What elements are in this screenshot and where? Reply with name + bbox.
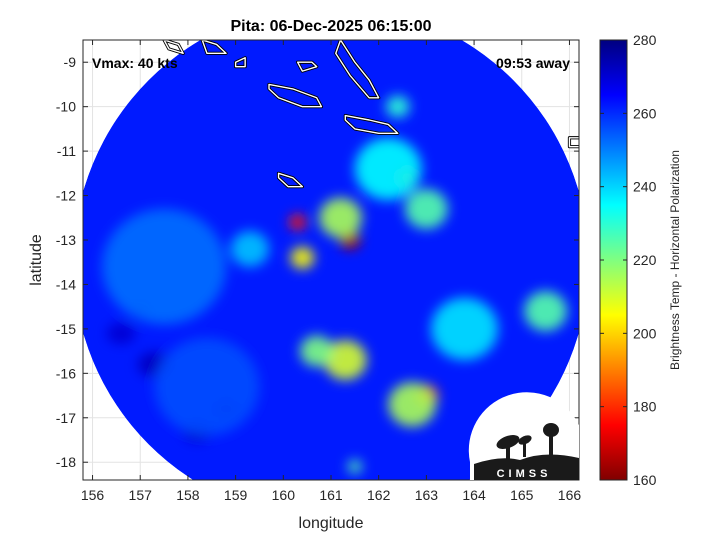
coastline-island-d	[296, 61, 318, 72]
convection-cell	[524, 291, 568, 332]
coastline-island-a	[335, 40, 380, 99]
axis-ticks: 156 157 158 159 160 161 162 163 164 165 166 -9 -10 -1…	[56, 40, 582, 503]
x-tick-label: 164	[462, 487, 486, 503]
convection-cell	[385, 95, 410, 118]
swath-image	[83, 40, 579, 480]
y-tick-label: -18	[56, 454, 76, 470]
time-away-annotation: 09:53 away	[496, 55, 570, 71]
coastline-island-h	[163, 40, 184, 55]
colorbar-tick-label: 220	[633, 252, 657, 268]
colorbar-tick-label: 180	[633, 399, 657, 415]
coastline-island-c	[344, 114, 399, 135]
x-tick-label: 162	[367, 487, 391, 503]
convection-cell	[404, 188, 448, 229]
cold-region	[106, 322, 136, 345]
x-axis-label: longitude	[299, 515, 364, 532]
y-tick-label: -15	[56, 321, 76, 337]
coastline-island-i	[201, 40, 227, 55]
y-tick-label: -9	[64, 54, 77, 70]
y-tick-label: -12	[56, 188, 76, 204]
colorbar-scale	[599, 39, 628, 481]
x-tick-label: 163	[415, 487, 439, 503]
convection-cell	[230, 231, 269, 267]
convection-cell	[319, 197, 362, 238]
convection-cell	[347, 460, 362, 474]
colorbar-tick-label: 280	[633, 32, 657, 48]
coastline-island-e	[234, 57, 246, 68]
convection-cell	[388, 382, 436, 427]
x-tick-label: 158	[176, 487, 200, 503]
y-tick-label: -10	[56, 99, 76, 115]
plot-area: 156 157 158 159 160 161 162 163 164 165 166 -9 -10 -1…	[56, 39, 582, 503]
coastlines	[162, 40, 579, 189]
convection-cell	[289, 214, 307, 231]
cimss-logo: CIMSS	[468, 392, 579, 480]
chart-title: Pita: 06-Dec-2025 06:15:00	[230, 18, 431, 35]
convection-cell	[154, 337, 260, 436]
coastline-island-g	[568, 137, 579, 148]
colorbar-ticks: 160 180 200 220 240 260 280	[600, 32, 657, 488]
x-tick-label: 159	[224, 487, 248, 503]
y-tick-label: -13	[56, 232, 76, 248]
cimss-logo-text: CIMSS	[497, 468, 552, 480]
x-tick-label: 165	[510, 487, 534, 503]
y-tick-label: -14	[56, 276, 76, 292]
convection-cell	[323, 340, 367, 380]
y-tick-label: -11	[57, 143, 76, 159]
y-tick-label: -17	[56, 410, 76, 426]
vmax-annotation: Vmax: 40 kts	[92, 55, 178, 71]
y-axis-label: latitude	[28, 234, 45, 286]
coastline-island-b	[268, 83, 323, 108]
colorbar-tick-label: 240	[633, 179, 657, 195]
colorbar: 160 180 200 220 240 260 280 Brightness Temp - …	[599, 32, 682, 488]
x-tick-label: 161	[319, 487, 343, 503]
x-tick-label: 156	[81, 487, 105, 503]
colorbar-tick-label: 200	[633, 325, 657, 341]
colorbar-label: Brightness Temp - Horizontal Polarizatio…	[668, 150, 682, 370]
convection-cell	[431, 297, 498, 360]
convection-cell	[102, 208, 227, 325]
convection-cell	[354, 137, 422, 200]
x-tick-label: 166	[558, 487, 582, 503]
convection-cell	[290, 246, 315, 269]
swath-features	[102, 95, 568, 474]
colorbar-tick-label: 160	[633, 472, 657, 488]
y-tick-label: -16	[56, 365, 76, 381]
colorbar-tick-label: 260	[633, 105, 657, 121]
x-tick-label: 157	[129, 487, 153, 503]
convection-cell	[300, 335, 334, 367]
x-tick-label: 160	[272, 487, 296, 503]
coastline-island-f	[277, 172, 304, 188]
